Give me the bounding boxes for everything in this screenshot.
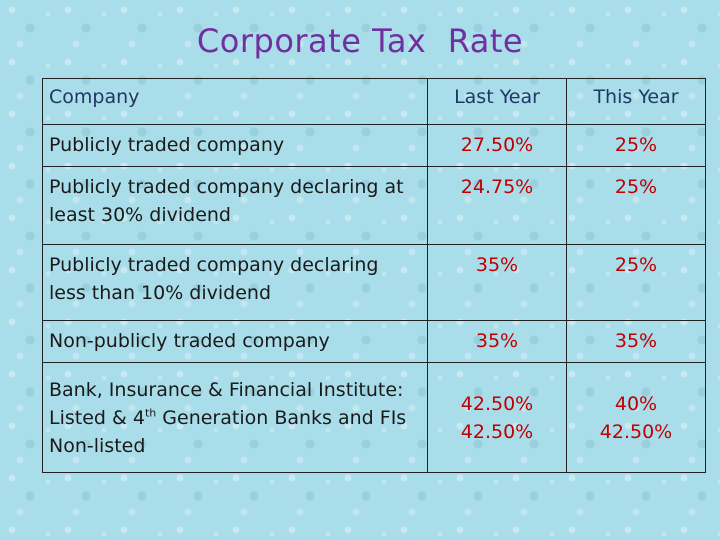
company-name-line-1: Publicly traded company declaring at [49, 176, 404, 198]
company-name-line-1: Publicly traded company declaring [49, 254, 379, 276]
this-year-cell: 35% [566, 320, 706, 363]
this-year-rate-listed: 40% [614, 392, 658, 415]
this-year-rate: 25% [614, 254, 658, 276]
table-header-row: Company Last Year This Year [42, 78, 706, 125]
company-cell: Non-publicly traded company [42, 320, 428, 363]
slide-title: Corporate Tax Rate [196, 22, 524, 60]
this-year-cell: 40% 42.50% [566, 362, 706, 473]
last-year-rate: 27.50% [460, 134, 534, 156]
company-name: Non-publicly traded company [49, 330, 330, 352]
this-year-rate-non-listed: 42.50% [599, 420, 673, 443]
company-name-line-2: Listed & 4th Generation Banks and FIs [49, 404, 421, 432]
last-year-rate: 35% [475, 330, 519, 352]
company-name: Publicly traded company [49, 134, 285, 156]
this-year-rate: 25% [614, 176, 658, 198]
corporate-tax-table: Company Last Year This Year Publicly tra… [42, 78, 706, 473]
table-row: Publicly traded company declaring at lea… [42, 166, 706, 245]
line-2-suffix: Generation Banks and FIs [156, 406, 407, 429]
header-last-year: Last Year [427, 78, 567, 125]
this-year-rate: 25% [614, 134, 658, 156]
last-year-cell: 24.75% [427, 166, 567, 245]
company-name-line-3: Non-listed [49, 434, 146, 457]
last-year-rate-listed: 42.50% [460, 392, 534, 415]
company-cell: Bank, Insurance & Financial Institute: L… [42, 362, 428, 473]
last-year-cell: 35% [427, 320, 567, 363]
this-year-cell: 25% [566, 244, 706, 321]
this-year-cell: 25% [566, 166, 706, 245]
table-row: Bank, Insurance & Financial Institute: L… [42, 362, 706, 473]
header-company: Company [42, 78, 428, 125]
table-row: Publicly traded company declaring less t… [42, 244, 706, 321]
last-year-cell: 42.50% 42.50% [427, 362, 567, 473]
last-year-cell: 27.50% [427, 124, 567, 167]
header-this-year: This Year [566, 78, 706, 125]
last-year-rate: 35% [475, 254, 519, 276]
line-2-prefix: Listed & 4 [49, 406, 145, 429]
table-row: Non-publicly traded company 35% 35% [42, 320, 706, 363]
company-cell: Publicly traded company declaring less t… [42, 244, 428, 321]
table-row: Publicly traded company 27.50% 25% [42, 124, 706, 167]
company-name-line-2: least 30% dividend [49, 204, 231, 226]
this-year-rate: 35% [614, 330, 658, 352]
company-name-line-1: Bank, Insurance & Financial Institute: [49, 378, 404, 401]
company-name-line-2: less than 10% dividend [49, 282, 272, 304]
company-cell: Publicly traded company [42, 124, 428, 167]
company-cell: Publicly traded company declaring at lea… [42, 166, 428, 245]
last-year-rate: 24.75% [460, 176, 534, 198]
this-year-cell: 25% [566, 124, 706, 167]
last-year-cell: 35% [427, 244, 567, 321]
last-year-rate-non-listed: 42.50% [460, 420, 534, 443]
ordinal-suffix: th [144, 406, 157, 420]
